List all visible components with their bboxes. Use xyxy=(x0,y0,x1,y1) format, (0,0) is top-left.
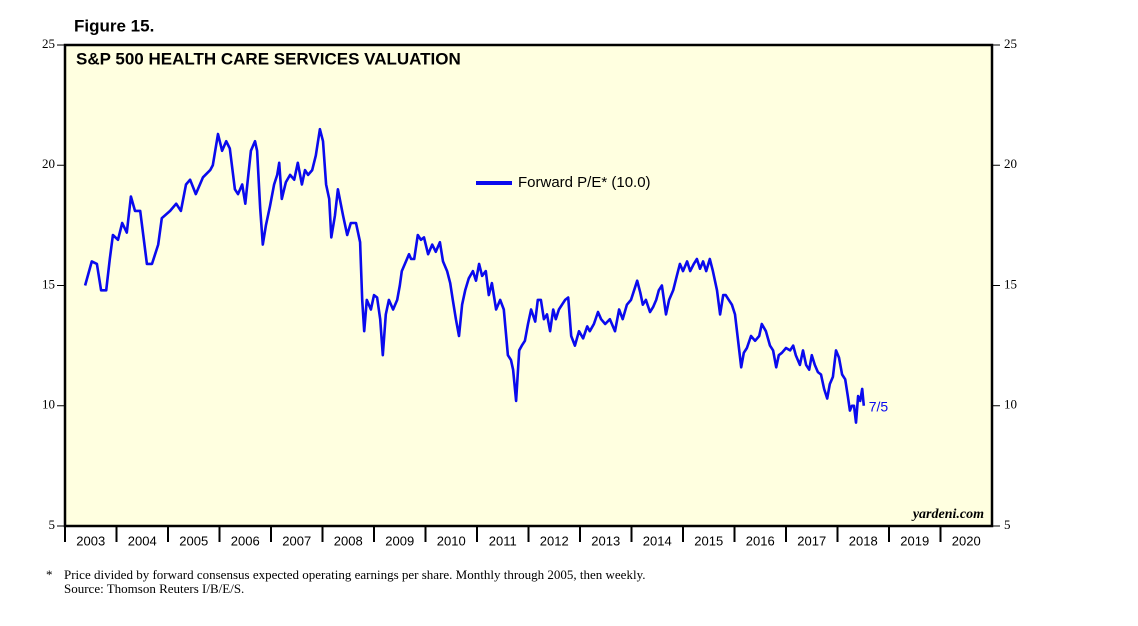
x-tick-label: 2008 xyxy=(334,533,363,548)
plot-layer xyxy=(83,127,866,424)
end-annotation: 7/5 xyxy=(869,398,889,414)
chart-title: S&P 500 HEALTH CARE SERVICES VALUATION xyxy=(76,49,461,68)
y2-tick-label: 20 xyxy=(1004,156,1017,171)
y-tick-label: 10 xyxy=(42,397,55,412)
y2-tick-label: 25 xyxy=(1004,36,1017,51)
x-tick-label: 2010 xyxy=(437,533,466,548)
x-tick-label: 2003 xyxy=(76,533,105,548)
x-tick-label: 2017 xyxy=(797,533,826,548)
plot-background xyxy=(65,45,992,526)
y-tick-label: 20 xyxy=(42,156,55,171)
x-tick-label: 2016 xyxy=(746,533,775,548)
x-tick-label: 2020 xyxy=(952,533,981,548)
x-tick-label: 2007 xyxy=(282,533,311,548)
x-tick-label: 2006 xyxy=(231,533,260,548)
x-tick-label: 2004 xyxy=(128,533,157,548)
figure-label: Figure 15. xyxy=(74,16,154,35)
y-tick-label: 25 xyxy=(42,36,55,51)
series-line xyxy=(83,127,866,424)
x-tick-label: 2011 xyxy=(489,533,517,548)
y2-tick-label: 5 xyxy=(1004,517,1011,532)
x-tick-label: 2014 xyxy=(643,533,672,548)
x-tick-label: 2013 xyxy=(591,533,620,548)
x-tick-label: 2012 xyxy=(540,533,569,548)
y2-tick-label: 15 xyxy=(1004,276,1017,291)
footnote-marker: * xyxy=(46,567,53,582)
source-mark: yardeni.com xyxy=(911,507,984,522)
y-tick-label: 15 xyxy=(42,276,55,291)
x-tick-label: 2009 xyxy=(385,533,414,548)
x-tick-label: 2015 xyxy=(694,533,723,548)
x-tick-label: 2005 xyxy=(179,533,208,548)
legend-label: Forward P/E* (10.0) xyxy=(518,174,651,191)
y2-tick-label: 10 xyxy=(1004,397,1017,412)
source: Source: Thomson Reuters I/B/E/S. xyxy=(64,581,244,596)
x-tick-label: 2019 xyxy=(900,533,929,548)
y-tick-label: 5 xyxy=(49,517,56,532)
x-tick-label: 2018 xyxy=(849,533,878,548)
footnote: Price divided by forward consensus expec… xyxy=(64,567,645,582)
